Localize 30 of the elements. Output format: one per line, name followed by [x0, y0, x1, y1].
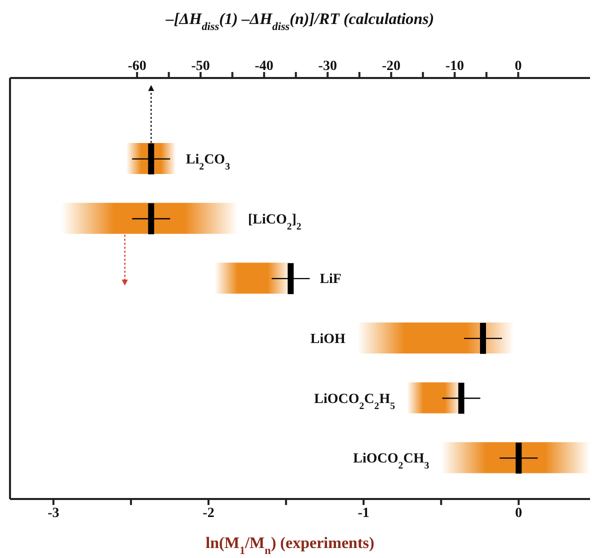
y-tick-label: LiOCO$_{2}$C$_{2}$H$_{5}$	[314, 392, 396, 412]
x-tick-label: -2	[202, 506, 214, 521]
point	[132, 203, 170, 234]
bar	[214, 262, 291, 294]
x2-tick-label: -30	[318, 59, 337, 74]
x-tick-label: 0	[515, 506, 522, 521]
y-tick-label: Li$_{2}$CO$_{3}$	[186, 152, 230, 172]
x2-tick-label: -20	[382, 59, 400, 74]
y-tick-label: LiOH	[310, 332, 346, 347]
x-axis-title: ln(M$_{1}$/M$_{n}$) (experiments)	[206, 535, 374, 557]
x2-axis-title: –[ΔH$_{diss}$(1) –ΔH$_{diss}$(n)]/RT (calculations)	[164, 11, 434, 33]
x2-tick-label: 0	[514, 59, 522, 74]
bar	[61, 202, 238, 234]
y-tick-label: [LiCO$_{2}$]$_{2}$	[248, 212, 302, 232]
point	[132, 143, 170, 174]
x2-tick-label: -40	[254, 59, 274, 74]
x2-tick-label: -10	[445, 59, 464, 74]
point	[442, 382, 480, 414]
point	[464, 322, 502, 354]
y-tick-label: LiF	[320, 272, 342, 288]
x2-tick-label: -50	[191, 59, 210, 74]
x-tick-label: -3	[48, 506, 60, 521]
point	[272, 263, 310, 294]
bar	[441, 442, 590, 474]
bar	[357, 322, 514, 354]
point	[500, 442, 538, 474]
y-tick-label: LiOCO$_{2}$CH$_{3}$	[353, 452, 430, 472]
x-tick-label: -1	[358, 506, 370, 521]
bar	[407, 382, 462, 414]
x2-tick-label: -60	[128, 59, 146, 74]
